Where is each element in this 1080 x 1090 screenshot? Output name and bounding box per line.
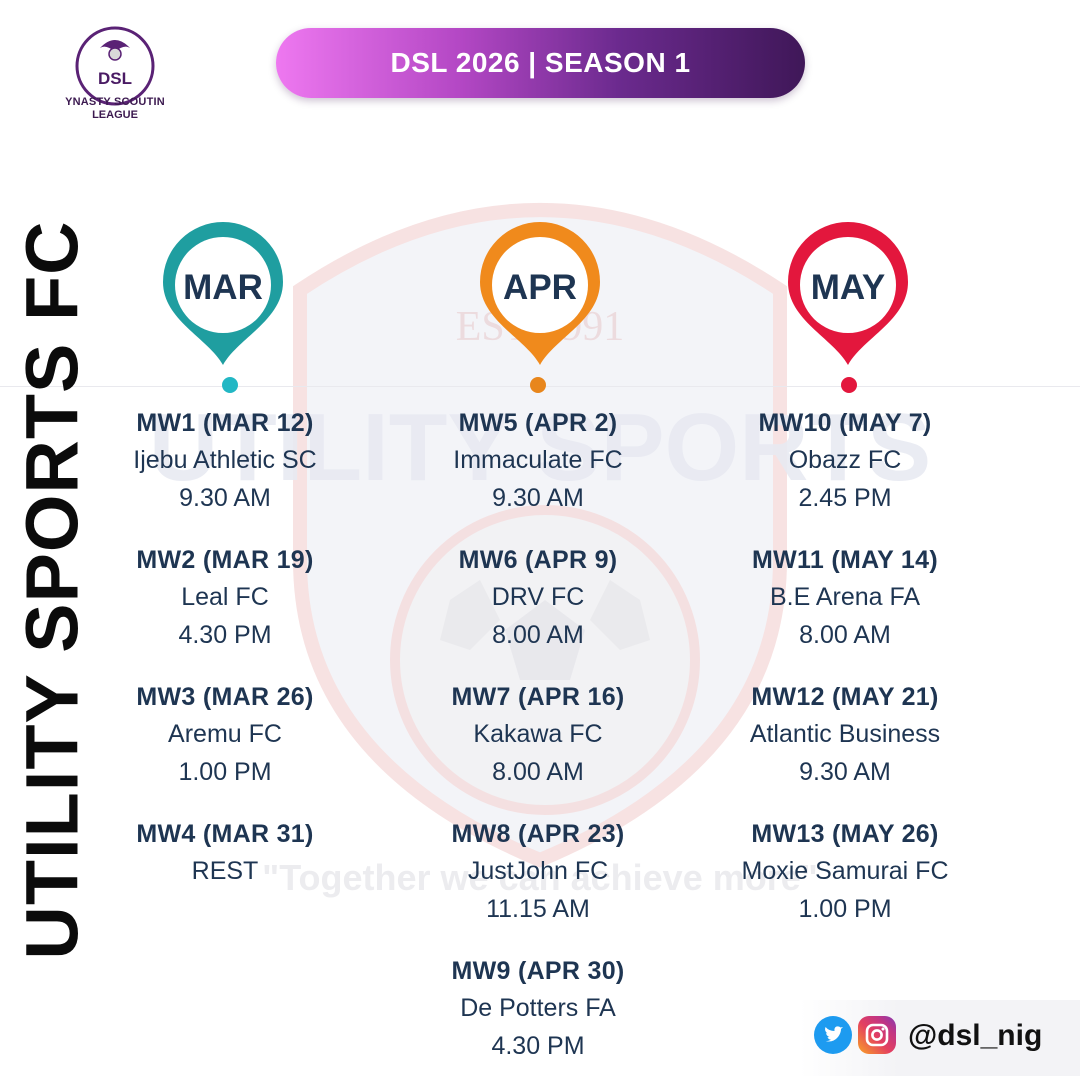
matchweek-label: MW12 (MAY 21) bbox=[751, 683, 939, 711]
fixture-item: MW6 (APR 9) DRV FC 8.00 AM bbox=[378, 542, 698, 679]
kickoff-time: 2.45 PM bbox=[798, 484, 892, 512]
opponent-name: Moxie Samurai FC bbox=[741, 857, 949, 885]
opponent-name: REST bbox=[191, 857, 259, 885]
month-pin-mar: MAR bbox=[158, 220, 288, 400]
fixture-item: MW2 (MAR 19) Leal FC 4.30 PM bbox=[65, 542, 385, 679]
matchweek-label: MW8 (APR 23) bbox=[451, 820, 625, 848]
month-label: MAR bbox=[183, 268, 263, 307]
league-name-line2: LEAGUE bbox=[92, 109, 138, 121]
matchweek-label: MW4 (MAR 31) bbox=[136, 820, 314, 848]
fixture-item: MW9 (APR 30) De Potters FA 4.30 PM bbox=[378, 953, 698, 1090]
fixture-item: MW5 (APR 2) Immaculate FC 9.30 AM bbox=[378, 405, 698, 542]
svg-text:DSL: DSL bbox=[98, 69, 132, 88]
matchweek-label: MW10 (MAY 7) bbox=[758, 409, 932, 437]
kickoff-time: 11.15 AM bbox=[486, 895, 590, 923]
kickoff-time: 1.00 PM bbox=[178, 758, 272, 786]
month-dot-mar bbox=[222, 377, 238, 393]
opponent-name: De Potters FA bbox=[460, 994, 616, 1022]
social-handle[interactable]: @dsl_nig bbox=[908, 1019, 1043, 1052]
matchweek-label: MW5 (APR 2) bbox=[458, 409, 618, 437]
season-title: DSL 2026 | SEASON 1 bbox=[390, 47, 691, 78]
twitter-icon[interactable] bbox=[814, 1016, 852, 1054]
opponent-name: B.E Arena FA bbox=[769, 583, 921, 611]
kickoff-time: 9.30 AM bbox=[492, 484, 584, 512]
fixture-item: MW3 (MAR 26) Aremu FC 1.00 PM bbox=[65, 679, 385, 816]
opponent-name: Aremu FC bbox=[168, 720, 282, 748]
month-dot-apr bbox=[530, 377, 546, 393]
matchweek-label: MW7 (APR 16) bbox=[451, 683, 625, 711]
kickoff-time: 4.30 PM bbox=[178, 621, 272, 649]
league-logo: DSL bbox=[75, 26, 155, 106]
kickoff-time: 8.00 AM bbox=[799, 621, 891, 649]
month-pin-apr: APR bbox=[475, 220, 605, 400]
opponent-name: Kakawa FC bbox=[473, 720, 603, 748]
fixture-item: MW10 (MAY 7) Obazz FC 2.45 PM bbox=[685, 405, 1005, 542]
matchweek-label: MW11 (MAY 14) bbox=[752, 546, 938, 574]
kickoff-time: 9.30 AM bbox=[179, 484, 271, 512]
instagram-icon[interactable] bbox=[858, 1016, 896, 1054]
fixture-item: MW4 (MAR 31) REST bbox=[65, 816, 385, 953]
fixture-item: MW7 (APR 16) Kakawa FC 8.00 AM bbox=[378, 679, 698, 816]
kickoff-time: 1.00 PM bbox=[798, 895, 892, 923]
matchweek-label: MW3 (MAR 26) bbox=[136, 683, 314, 711]
kickoff-time: 8.00 AM bbox=[492, 621, 584, 649]
opponent-name: Ijebu Athletic SC bbox=[133, 446, 317, 474]
month-label: MAY bbox=[810, 268, 886, 307]
kickoff-time: 8.00 AM bbox=[492, 758, 584, 786]
matchweek-label: MW13 (MAY 26) bbox=[751, 820, 939, 848]
matchweek-label: MW9 (APR 30) bbox=[451, 957, 625, 985]
matchweek-label: MW6 (APR 9) bbox=[458, 546, 618, 574]
opponent-name: Immaculate FC bbox=[453, 446, 623, 474]
fixture-item: MW13 (MAY 26) Moxie Samurai FC 1.00 PM bbox=[685, 816, 1005, 953]
season-banner: DSL 2026 | SEASON 1 bbox=[276, 28, 805, 98]
fixture-item: MW12 (MAY 21) Atlantic Business 9.30 AM bbox=[685, 679, 1005, 816]
fixtures-column-apr: MW5 (APR 2) Immaculate FC 9.30 AM MW6 (APR … bbox=[378, 405, 698, 1090]
kickoff-time: 4.30 PM bbox=[491, 1032, 585, 1060]
opponent-name: Leal FC bbox=[181, 583, 269, 611]
month-dot-may bbox=[841, 377, 857, 393]
opponent-name: JustJohn FC bbox=[467, 857, 609, 885]
league-name-line1: YNASTY SCOUTIN bbox=[65, 96, 165, 108]
fixture-item: MW1 (MAR 12) Ijebu Athletic SC 9.30 AM bbox=[65, 405, 385, 542]
kickoff-time: 9.30 AM bbox=[799, 758, 891, 786]
opponent-name: Atlantic Business bbox=[749, 720, 941, 748]
fixtures-column-mar: MW1 (MAR 12) Ijebu Athletic SC 9.30 AM MW2 … bbox=[65, 405, 385, 953]
fixture-item: MW11 (MAY 14) B.E Arena FA 8.00 AM bbox=[685, 542, 1005, 679]
month-label: APR bbox=[503, 268, 577, 307]
opponent-name: Obazz FC bbox=[788, 446, 902, 474]
fixtures-column-may: MW10 (MAY 7) Obazz FC 2.45 PM MW11 (MAY 14)… bbox=[685, 405, 1005, 953]
opponent-name: DRV FC bbox=[491, 583, 585, 611]
month-pin-may: MAY bbox=[783, 220, 913, 400]
matchweek-label: MW2 (MAR 19) bbox=[136, 546, 314, 574]
fixture-item: MW8 (APR 23) JustJohn FC 11.15 AM bbox=[378, 816, 698, 953]
matchweek-label: MW1 (MAR 12) bbox=[136, 409, 314, 437]
